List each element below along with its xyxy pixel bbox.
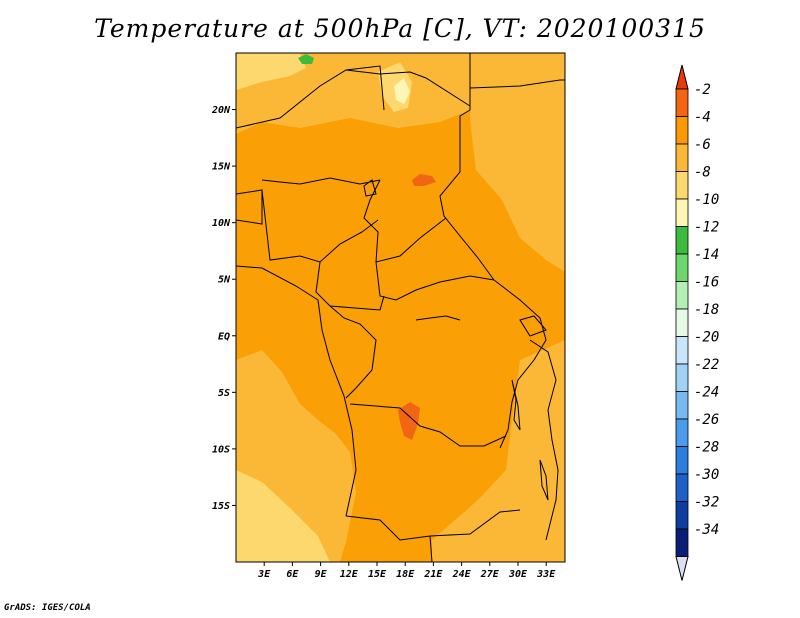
- colorbar-bin: [675, 501, 689, 530]
- colorbar-bin: [675, 308, 689, 337]
- border-niger-south: [261, 177, 381, 185]
- map-title: Temperature at 500hPa [C], VT: 202010031…: [94, 14, 706, 43]
- colorbar-label: -10: [694, 192, 719, 208]
- lon-tick-label: 9E: [315, 569, 328, 580]
- colorbar: -2 -4 -6 -8 -10 -12 -14 -16 -18 -20 -22 -24 -26 -28 -3…: [675, 64, 719, 581]
- field-band-10-12: [394, 78, 410, 104]
- colorbar-label: -32: [694, 495, 719, 511]
- lat-tick-label: 10N: [212, 218, 231, 229]
- lon-tick-label: 33E: [536, 569, 556, 580]
- colorbar-label: -2: [694, 82, 711, 98]
- border-congo-river: [415, 315, 461, 321]
- lat-tick-label: 5N: [218, 275, 231, 286]
- colorbar-label: -14: [694, 247, 719, 263]
- colorbar-label: -4: [694, 110, 711, 126]
- border-chad-sudan: [439, 53, 495, 281]
- colorbar-bin: [675, 473, 689, 502]
- colorbar-bin: [675, 418, 689, 447]
- border-zambia: [429, 535, 433, 562]
- colorbar-bin: [675, 281, 689, 310]
- colorbar-label: -6: [694, 137, 711, 153]
- colorbar-label: -24: [694, 385, 719, 401]
- colorbar-label: -28: [694, 440, 719, 456]
- field-band-8-10-north: [236, 53, 306, 90]
- colorbar-bin: [675, 226, 689, 255]
- map-frame: [235, 52, 566, 563]
- border-chad-car: [363, 179, 447, 263]
- colorbar-label: -16: [694, 275, 719, 291]
- lon-tick-label: 30E: [508, 569, 528, 580]
- lat-tick-label: 10S: [212, 444, 230, 455]
- colorbar-label: -22: [694, 357, 719, 373]
- lat-tick-label: 20N: [211, 105, 231, 116]
- lon-tick-label: 24E: [452, 569, 472, 580]
- lon-tick-label: 15E: [368, 569, 387, 580]
- border-east-coast: [529, 339, 559, 541]
- colorbar-label: -18: [694, 302, 719, 318]
- lon-tick-label: 12E: [340, 569, 359, 580]
- colorbar-label: -26: [694, 412, 719, 428]
- country-borders: [236, 53, 565, 562]
- temperature-field: [236, 53, 565, 562]
- colorbar-bin: [675, 446, 689, 475]
- border-gulf-coast: [236, 265, 357, 517]
- field-band-12-14: [298, 54, 314, 64]
- lat-tick-label: EQ: [218, 331, 230, 342]
- lat-tick-label: 5S: [218, 388, 230, 399]
- latitude-axis: 20N 15N 10N 5N EQ 5S 10S 15S: [211, 105, 236, 512]
- lon-tick-label: 21E: [423, 569, 443, 580]
- colorbar-label: -8: [694, 165, 711, 181]
- colorbar-bin: [675, 363, 689, 392]
- colorbar-bin: [675, 88, 689, 117]
- colorbar-top-arrow: [675, 64, 689, 90]
- field-band-8-10-sw: [236, 470, 330, 562]
- colorbar-bin: [675, 116, 689, 145]
- colorbar-bin: [675, 198, 689, 227]
- colorbar-bin: [675, 171, 689, 200]
- border-car-south: [375, 261, 495, 301]
- colorbar-label: -12: [694, 220, 719, 236]
- border-lake-chad: [363, 179, 377, 197]
- colorbar-label: -30: [694, 467, 719, 483]
- colorbar-bin: [675, 143, 689, 172]
- colorbar-bin: [675, 336, 689, 365]
- border-victoria: [519, 315, 547, 337]
- border-west-africa: [236, 189, 263, 225]
- field-band-2-4-north: [412, 174, 436, 186]
- border-drc-east: [493, 279, 547, 449]
- lon-tick-label: 3E: [257, 569, 271, 580]
- border-east-africa: [469, 79, 565, 89]
- border-north-algeria-niger: [236, 65, 385, 129]
- border-drc-angola: [349, 403, 507, 447]
- colorbar-bin: [675, 528, 689, 557]
- colorbar-label: -20: [694, 330, 719, 346]
- colorbar-bin: [675, 391, 689, 420]
- field-band-6-8-southeast: [432, 340, 565, 562]
- lat-tick-label: 15S: [212, 501, 230, 512]
- colorbar-label: -34: [694, 522, 719, 538]
- field-band-6-8-east: [470, 53, 565, 272]
- border-niger-libya: [345, 69, 471, 107]
- lon-tick-label: 6E: [286, 569, 299, 580]
- border-lake-tanganyika: [511, 379, 521, 431]
- border-lake-malawi: [539, 459, 549, 501]
- grads-credit: GrADS: IGES/COLA: [4, 603, 91, 613]
- border-congo: [329, 305, 377, 399]
- lat-tick-label: 15N: [212, 162, 231, 173]
- longitude-axis: 3E 6E 9E 12E 15E 18E 21E 24E 27E 30E 33E: [257, 562, 556, 580]
- colorbar-bin: [675, 253, 689, 282]
- colorbar-bottom-arrow: [675, 556, 689, 581]
- lon-tick-label: 27E: [480, 569, 500, 580]
- lon-tick-label: 18E: [396, 569, 415, 580]
